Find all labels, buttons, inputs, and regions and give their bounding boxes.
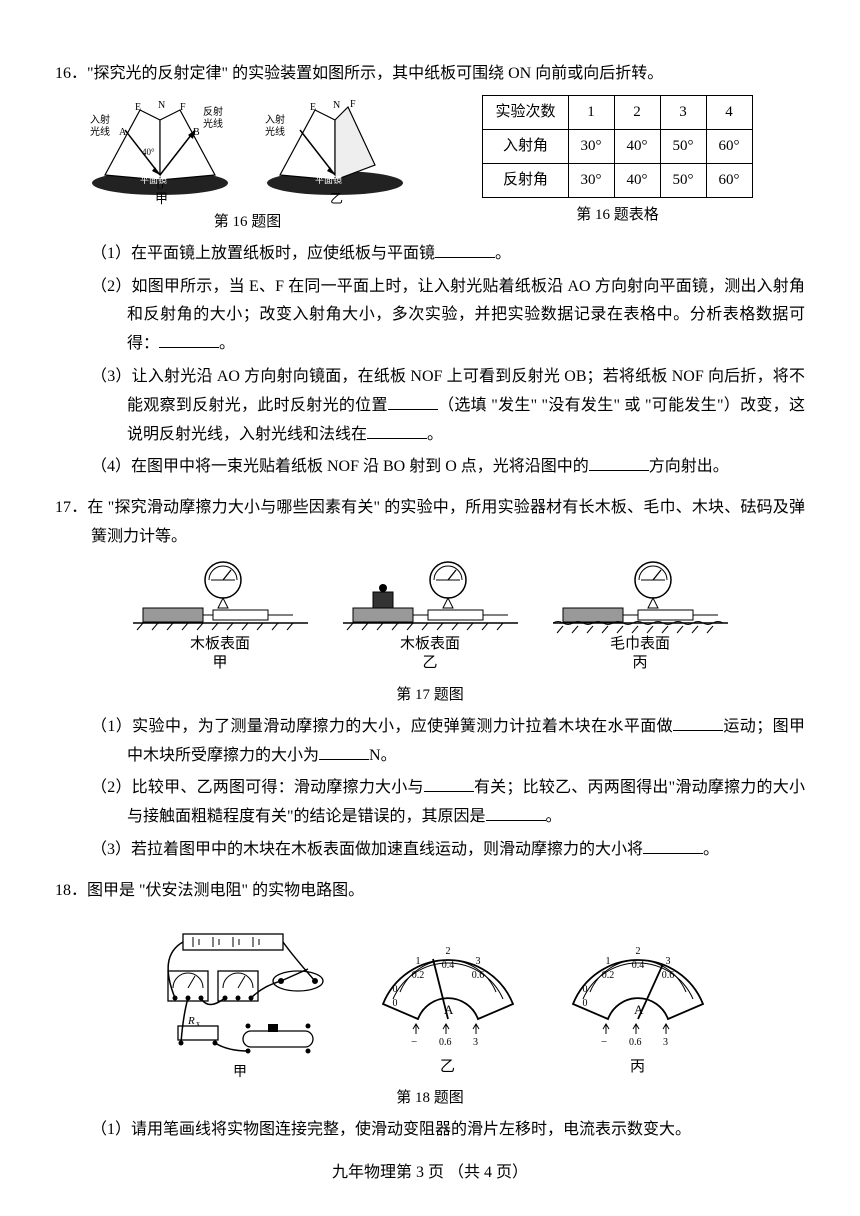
q16-p1: （1）在平面镜上放置纸板时，应使纸板与平面镜。 <box>55 240 805 269</box>
q17-p3: （3）若拉着图甲中的木块在木板表面做加速直线运动，则滑动摩擦力的大小将。 <box>55 836 805 865</box>
blank[interactable] <box>486 803 546 821</box>
svg-text:反射: 反射 <box>203 106 223 118</box>
svg-text:−: − <box>601 1036 607 1048</box>
meter-bing: 0 1 2 3 0 0.2 0.4 0.6 A − 0.6 <box>558 914 718 1081</box>
svg-text:0.6: 0.6 <box>439 1037 452 1048</box>
q16-figure-row: E N F A B 40° O 入射 光线 反射 光线 平面镜 甲 <box>85 95 805 236</box>
svg-text:3: 3 <box>473 1037 478 1048</box>
svg-text:R: R <box>187 1015 195 1027</box>
svg-text:1: 1 <box>605 956 610 967</box>
page-footer: 九年物理第 3 页 （共 4 页） <box>0 1159 860 1188</box>
svg-text:F: F <box>350 99 356 110</box>
svg-text:A: A <box>444 1002 454 1017</box>
q17-fig-caption: 第 17 题图 <box>55 682 805 709</box>
svg-text:甲: 甲 <box>233 1065 247 1080</box>
svg-text:光线: 光线 <box>90 125 110 138</box>
svg-text:0.4: 0.4 <box>441 960 454 971</box>
friction-bing: 毛巾表面丙 <box>553 560 728 674</box>
blank[interactable] <box>424 774 474 792</box>
question-16: 16．"探究光的反射定律" 的实验装置如图所示，其中纸板可围绕 ON 向前或向后… <box>55 60 805 482</box>
mirror-diagram-jia: E N F A B 40° O 入射 光线 反射 光线 平面镜 甲 <box>85 95 235 205</box>
q16-num: 16． <box>55 65 87 82</box>
svg-text:入射: 入射 <box>265 114 285 126</box>
blank[interactable] <box>673 713 723 731</box>
q16-p4: （4）在图甲中将一束光贴着纸板 NOF 沿 BO 射到 O 点，光将沿图中的方向… <box>55 453 805 482</box>
svg-text:0: 0 <box>582 984 587 995</box>
q16-intro: 16．"探究光的反射定律" 的实验装置如图所示，其中纸板可围绕 ON 向前或向后… <box>55 60 805 89</box>
svg-text:0.6: 0.6 <box>471 970 484 981</box>
q16-intro-text: "探究光的反射定律" 的实验装置如图所示，其中纸板可围绕 ON 向前或向后折转。 <box>87 65 663 82</box>
q16-table-caption: 第 16 题表格 <box>430 202 805 229</box>
svg-text:A: A <box>119 127 127 138</box>
svg-text:0.2: 0.2 <box>601 970 614 981</box>
q16-table-container: 实验次数 1 2 3 4 入射角 30° 40° 50° 60° 反射角 30°… <box>430 95 805 229</box>
svg-text:平面镜: 平面镜 <box>140 174 167 185</box>
blank[interactable] <box>367 421 427 439</box>
svg-text:0: 0 <box>582 998 587 1009</box>
svg-text:平面镜: 平面镜 <box>315 174 342 185</box>
q18-figure-row: Rx 甲 <box>55 914 805 1081</box>
q18-intro: 18．图甲是 "伏安法测电阻" 的实物电路图。 <box>55 877 805 906</box>
q18-p1: （1）请用笔画线将实物图连接完整，使滑动变阻器的滑片左移时，电流表示数变大。 <box>55 1116 805 1145</box>
svg-text:F: F <box>180 102 186 113</box>
q18-num: 18． <box>55 882 87 899</box>
blank[interactable] <box>159 330 219 348</box>
blank[interactable] <box>388 392 438 410</box>
q16-diagrams: E N F A B 40° O 入射 光线 反射 光线 平面镜 甲 <box>85 95 410 236</box>
q16-p2: （2）如图甲所示，当 E、F 在同一平面上时，让入射光贴着纸板沿 AO 方向射向… <box>55 273 805 359</box>
svg-text:2: 2 <box>445 946 450 957</box>
svg-text:0.2: 0.2 <box>411 970 424 981</box>
q17-intro: 17．在 "探究滑动摩擦力大小与哪些因素有关" 的实验中，所用实验器材有长木板、… <box>55 494 805 552</box>
circuit-jia: Rx 甲 <box>143 926 338 1081</box>
question-17: 17．在 "探究滑动摩擦力大小与哪些因素有关" 的实验中，所用实验器材有长木板、… <box>55 494 805 865</box>
svg-text:0: 0 <box>392 984 397 995</box>
blank[interactable] <box>319 742 369 760</box>
svg-text:N: N <box>333 100 340 111</box>
svg-text:E: E <box>135 102 141 113</box>
svg-text:3: 3 <box>475 956 480 967</box>
svg-text:1: 1 <box>415 956 420 967</box>
svg-text:0.4: 0.4 <box>631 960 644 971</box>
table-row: 入射角 30° 40° 50° 60° <box>483 129 752 163</box>
q17-intro-text: 在 "探究滑动摩擦力大小与哪些因素有关" 的实验中，所用实验器材有长木板、毛巾、… <box>87 499 805 545</box>
blank[interactable] <box>589 453 649 471</box>
svg-text:0: 0 <box>392 998 397 1009</box>
meter-yi: 0 1 2 3 0 0.2 0.4 0.6 A − 0.6 <box>368 914 528 1081</box>
svg-text:x: x <box>196 1019 200 1028</box>
svg-text:B: B <box>193 127 200 138</box>
blank[interactable] <box>643 836 703 854</box>
q17-p2: （2）比较甲、乙两图可得：滑动摩擦力大小与有关；比较乙、丙两图得出"滑动摩擦力的… <box>55 774 805 832</box>
svg-text:3: 3 <box>665 956 670 967</box>
question-18: 18．图甲是 "伏安法测电阻" 的实物电路图。 <box>55 877 805 1145</box>
svg-text:甲: 甲 <box>155 191 168 205</box>
svg-text:−: − <box>411 1036 417 1048</box>
table-row: 反射角 30° 40° 50° 60° <box>483 163 752 197</box>
q17-figure-row: 木板表面甲 木板表面乙 <box>55 560 805 674</box>
svg-text:0.6: 0.6 <box>629 1037 642 1048</box>
svg-text:乙: 乙 <box>330 191 343 205</box>
svg-text:2: 2 <box>635 946 640 957</box>
q18-fig-caption: 第 18 题图 <box>55 1085 805 1112</box>
svg-text:0.6: 0.6 <box>661 970 674 981</box>
svg-text:入射: 入射 <box>90 114 110 126</box>
svg-text:E: E <box>310 102 316 113</box>
table-row: 实验次数 1 2 3 4 <box>483 95 752 129</box>
svg-text:N: N <box>158 100 165 111</box>
q16-fig-caption: 第 16 题图 <box>214 209 282 236</box>
q18-intro-text: 图甲是 "伏安法测电阻" 的实物电路图。 <box>87 882 364 899</box>
q17-p1: （1）实验中，为了测量滑动摩擦力的大小，应使弹簧测力计拉着木块在水平面做运动；图… <box>55 713 805 771</box>
svg-text:光线: 光线 <box>203 117 223 130</box>
q16-p3: （3）让入射光沿 AO 方向射向镜面，在纸板 NOF 上可看到反射光 OB；若将… <box>55 363 805 449</box>
friction-yi: 木板表面乙 <box>343 560 518 674</box>
q16-table: 实验次数 1 2 3 4 入射角 30° 40° 50° 60° 反射角 30°… <box>482 95 752 198</box>
svg-text:40°: 40° <box>142 147 155 157</box>
q17-num: 17． <box>55 499 87 516</box>
svg-text:A: A <box>634 1002 644 1017</box>
mirror-diagram-yi: E N F 入射 光线 平面镜 乙 <box>260 95 410 205</box>
friction-jia: 木板表面甲 <box>133 560 308 674</box>
svg-text:光线: 光线 <box>265 125 285 138</box>
blank[interactable] <box>435 240 495 258</box>
svg-text:3: 3 <box>663 1037 668 1048</box>
